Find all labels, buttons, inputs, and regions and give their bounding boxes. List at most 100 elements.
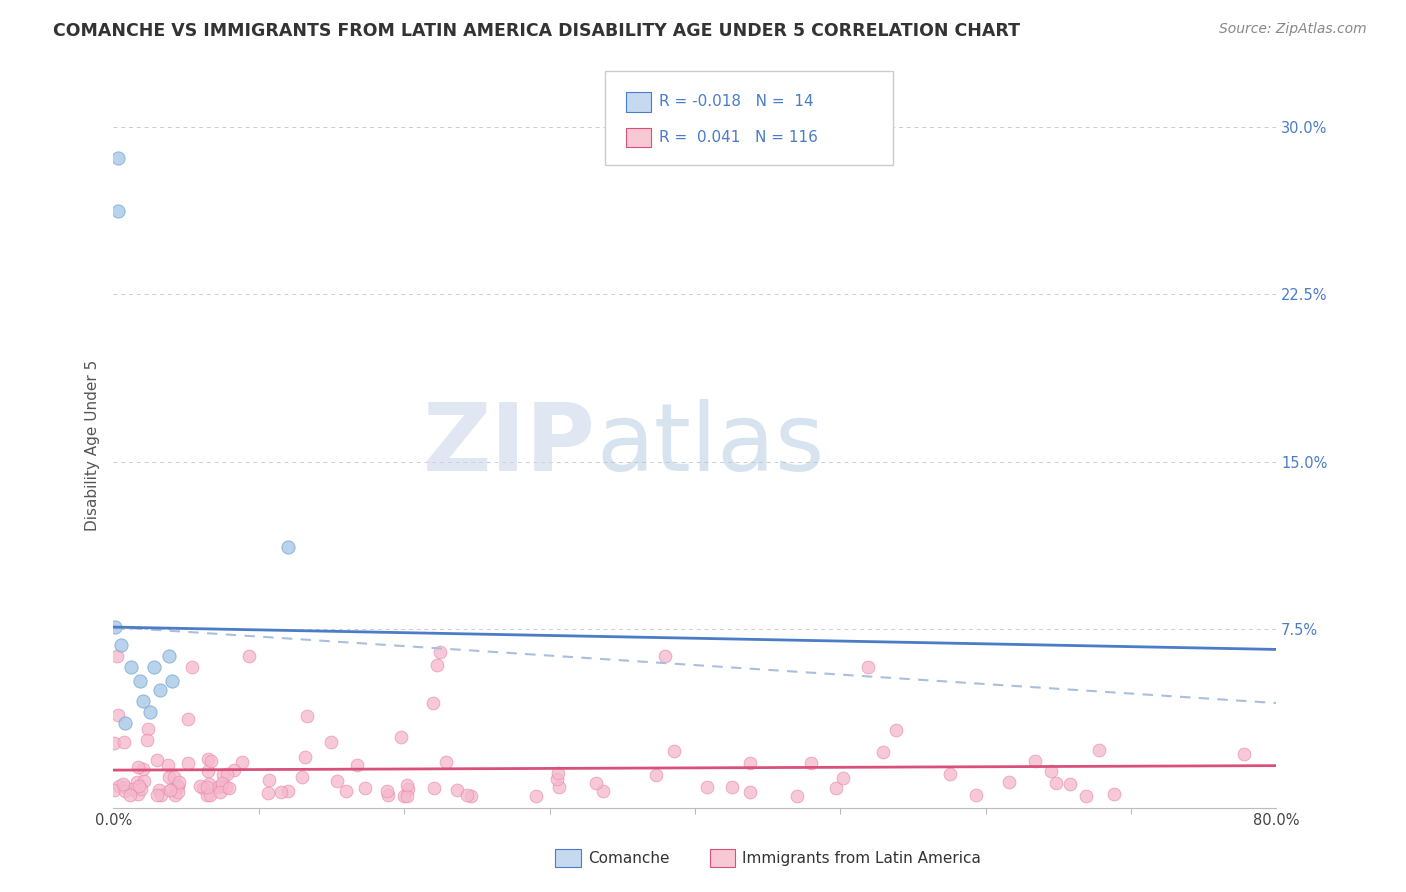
Point [256,786,278,800]
Point [389,730,412,744]
Point [128,673,150,688]
Point [131,694,153,708]
Point [1039,764,1062,778]
Point [128,779,150,793]
Point [200,754,222,768]
Point [122,782,145,797]
Point [198,777,221,791]
Point [139,705,162,719]
Point [156,758,179,772]
Point [218,780,240,795]
Point [319,735,342,749]
Point [547,765,569,780]
Point [740,756,762,771]
Point [114,783,136,797]
Point [721,780,744,794]
Point [195,788,218,802]
Point [160,673,183,688]
Point [856,660,879,674]
Point [786,789,808,803]
Point [211,776,233,790]
Point [524,789,547,803]
Point [197,752,219,766]
Point [207,780,229,795]
Point [422,696,444,710]
Point [238,649,260,664]
Point [460,789,482,804]
Point [872,745,894,759]
Point [546,772,568,786]
Point [149,682,172,697]
Point [167,780,190,794]
Point [103,736,125,750]
Point [134,774,156,789]
Point [277,783,299,797]
Point [146,788,169,802]
Point [177,756,200,771]
Point [1102,788,1125,802]
Point [111,777,134,791]
Point [208,784,231,798]
Point [335,783,357,797]
Point [197,780,219,794]
Point [159,783,181,797]
Point [259,772,281,787]
Point [120,660,142,674]
Point [270,785,292,799]
Point [426,658,449,673]
Point [1045,776,1067,790]
Point [157,770,180,784]
Point [107,204,129,219]
Point [1074,789,1097,803]
Point [353,781,375,796]
Point [169,775,191,789]
Point [150,788,173,802]
Point [446,782,468,797]
Point [377,789,399,803]
Point [1087,743,1109,757]
Point [1233,747,1256,761]
Point [103,782,125,797]
Point [163,770,186,784]
Point [696,780,718,795]
Point [664,744,686,758]
Point [211,779,233,793]
Point [429,645,451,659]
Text: Comanche: Comanche [588,851,669,865]
Point [654,649,676,664]
Point [198,788,221,802]
Point [148,782,170,797]
Text: Source: ZipAtlas.com: Source: ZipAtlas.com [1219,22,1367,37]
Point [166,779,188,793]
Point [112,735,135,749]
Point [129,782,152,797]
Point [157,649,180,664]
Point [998,774,1021,789]
Point [114,716,136,731]
Point [127,775,149,789]
Point [177,712,200,726]
Point [740,785,762,799]
Point [166,785,188,799]
Point [645,768,668,782]
Point [180,660,202,674]
Point [325,773,347,788]
Text: ZIP: ZIP [423,399,596,491]
Point [215,767,238,781]
Point [110,638,132,652]
Point [132,763,155,777]
Point [1059,777,1081,791]
Point [396,781,419,796]
Point [146,753,169,767]
Point [1024,754,1046,768]
Point [392,789,415,804]
Point [231,755,253,769]
Point [160,783,183,797]
Point [107,708,129,723]
Point [166,779,188,793]
Point [294,750,316,764]
Point [188,779,211,793]
Point [395,789,418,804]
Point [884,723,907,737]
Point [800,756,823,770]
